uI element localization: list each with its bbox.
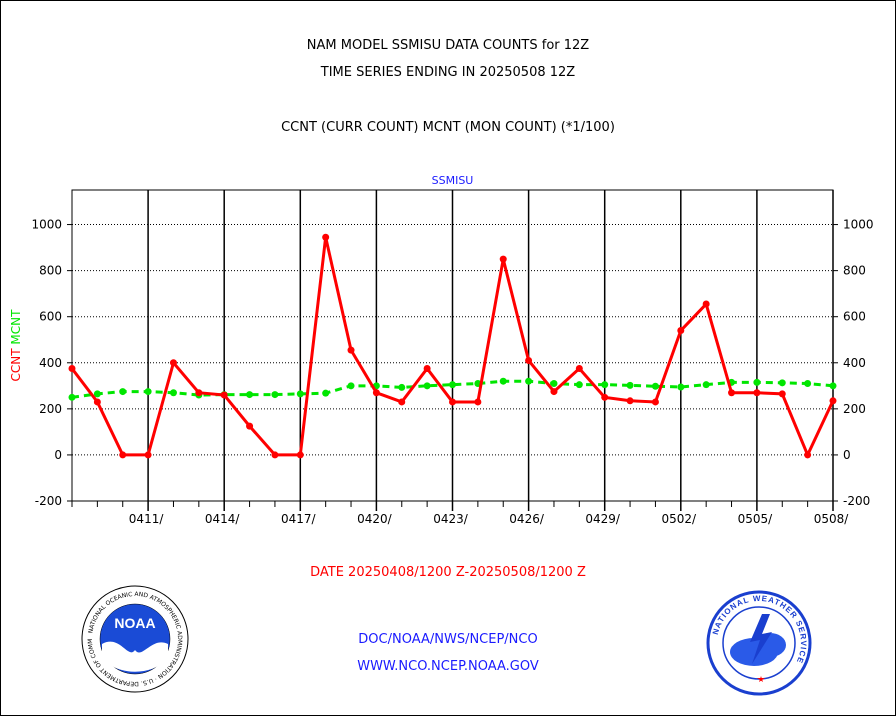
ccnt-point [778, 390, 786, 398]
mcnt-point [398, 383, 406, 391]
ccnt-point [246, 422, 254, 430]
ccnt-point [449, 398, 456, 406]
ccnt-point [322, 233, 330, 241]
ccnt-point [169, 359, 177, 367]
x-tick-label: 0420/ [357, 512, 393, 526]
mcnt-axis-label: MCNT [9, 309, 23, 345]
y-tick-label-right: 400 [843, 356, 866, 370]
date-range-label: DATE 20250408/1200 Z-20250508/1200 Z [310, 565, 586, 580]
ccnt-point [804, 451, 812, 459]
x-tick-label: 0411/ [129, 512, 165, 526]
mcnt-point [423, 382, 431, 390]
mcnt-point [575, 381, 583, 389]
ccnt-point [423, 365, 431, 373]
mcnt-point [246, 391, 254, 399]
ccnt-point [525, 356, 533, 364]
noaa-logo: NATIONAL OCEANIC AND ATMOSPHERIC ADMINIS… [80, 584, 189, 693]
y-tick-label-left: 800 [39, 264, 62, 278]
x-tick-label: 0502/ [662, 512, 698, 526]
mcnt-point [119, 388, 127, 396]
plot-border [71, 189, 834, 502]
y-tick-label-left: 600 [39, 310, 62, 324]
mcnt-point [753, 378, 761, 386]
y-axis-label: CCNT MCNT [9, 309, 23, 382]
mcnt-point [651, 382, 659, 390]
y-tick-label-left: 200 [39, 402, 62, 416]
ccnt-point [144, 451, 152, 459]
y-tick-label-left: -200 [35, 494, 62, 508]
mcnt-point [702, 381, 710, 389]
ccnt-point [93, 398, 101, 406]
ccnt-point [626, 397, 634, 405]
mcnt-point [271, 391, 279, 399]
ccnt-point [195, 389, 203, 397]
mcnt-point [525, 377, 533, 385]
footer-link-doc[interactable]: DOC/NOAA/NWS/NCEP/NCO [358, 632, 538, 647]
chart-title-line3: CCNT (CURR COUNT) MCNT (MON COUNT) (*1/1… [281, 120, 615, 135]
x-tick-label: 0417/ [281, 512, 317, 526]
ccnt-point [296, 451, 304, 459]
ccnt-point [499, 255, 507, 263]
y-tick-label-right: 1000 [843, 218, 874, 232]
ccnt-point [372, 389, 380, 397]
x-tick-label: 0508/ [814, 512, 850, 526]
y-tick-label-left: 0 [54, 448, 62, 462]
ccnt-point [347, 346, 355, 354]
x-tick-label: 0429/ [585, 512, 621, 526]
ccnt-point [550, 388, 558, 396]
y-tick-label-right: 800 [843, 264, 866, 278]
mcnt-point [677, 383, 685, 391]
panel-title: SSMISU [432, 174, 474, 187]
ccnt-point [651, 398, 659, 406]
mcnt-point [449, 381, 456, 389]
y-tick-label-left: 1000 [31, 218, 62, 232]
x-tick-label: 0426/ [509, 512, 545, 526]
ccnt-point [601, 393, 609, 401]
chart-title-line2: TIME SERIES ENDING IN 20250508 12Z [320, 65, 576, 80]
mcnt-point [550, 380, 558, 388]
ccnt-point [271, 451, 279, 459]
ccnt-point [702, 300, 710, 308]
ccnt-point [220, 391, 228, 399]
mcnt-point [347, 382, 355, 390]
ccnt-point [474, 398, 482, 406]
mcnt-point [499, 377, 507, 385]
mcnt-point [601, 381, 609, 389]
y-tick-label-left: 400 [39, 356, 62, 370]
chart-title-line1: NAM MODEL SSMISU DATA COUNTS for 12Z [306, 38, 590, 53]
ccnt-point [398, 398, 406, 406]
x-tick-label: 0414/ [205, 512, 241, 526]
mcnt-point [626, 381, 634, 389]
y-tick-label-right: -200 [843, 494, 870, 508]
ccnt-point [677, 327, 685, 335]
ccnt-point [119, 451, 127, 459]
mcnt-point [322, 389, 330, 397]
noaa-logo-text: NOAA [114, 615, 155, 631]
x-tick-label: 0505/ [738, 512, 774, 526]
footer-link-website[interactable]: WWW.NCO.NCEP.NOAA.GOV [357, 659, 539, 674]
y-tick-label-right: 600 [843, 310, 866, 324]
ccnt-point [575, 365, 583, 373]
mcnt-point [93, 390, 101, 398]
ccnt-axis-label: CCNT [9, 345, 23, 382]
mcnt-point [68, 393, 76, 401]
mcnt-point [169, 389, 177, 397]
ccnt-point [68, 365, 76, 373]
ccnt-point [753, 389, 761, 397]
ccnt-point [829, 397, 837, 405]
mcnt-point [144, 388, 152, 396]
x-tick-label: 0423/ [433, 512, 469, 526]
mcnt-point [829, 382, 837, 390]
mcnt-point [778, 379, 786, 387]
y-tick-label-right: 200 [843, 402, 866, 416]
mcnt-point [296, 390, 304, 398]
y-tick-label-right: 0 [843, 448, 851, 462]
ccnt-point [728, 389, 736, 397]
nws-logo: NATIONAL WEATHER SERVICE [706, 590, 812, 696]
mcnt-point [804, 380, 812, 388]
